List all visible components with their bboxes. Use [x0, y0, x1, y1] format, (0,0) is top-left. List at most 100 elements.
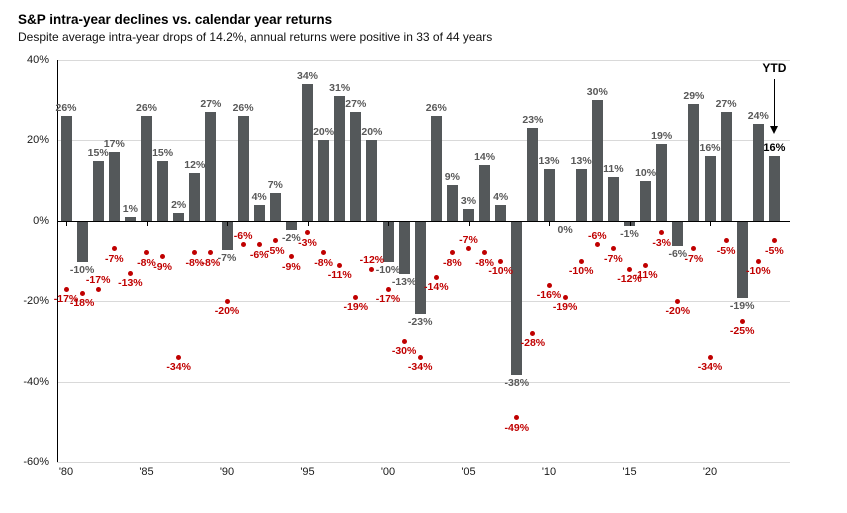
decline-dot-2009 [530, 330, 536, 336]
decline-dot-1989 [208, 250, 214, 256]
bar-label-2022: -19% [729, 300, 755, 313]
x-axis-tick-2010 [549, 221, 550, 226]
y-axis-label: 40% [26, 54, 49, 66]
decline-label-2005: -7% [459, 233, 478, 246]
bar-label-2023: 24% [747, 110, 769, 123]
bar-label-2016: 10% [635, 166, 657, 179]
bar-label-1996: 20% [313, 126, 335, 139]
bar-2022 [736, 221, 748, 299]
bar-1989 [205, 112, 217, 221]
decline-dot-2000 [385, 286, 391, 292]
bar-label-2001: -13% [391, 276, 417, 289]
decline-label-1990: -20% [214, 305, 240, 318]
bar-label-2000: -10% [375, 264, 401, 276]
decline-label-1997: -11% [327, 269, 352, 282]
gridline--60 [57, 462, 790, 463]
decline-dot-2003 [433, 274, 439, 280]
bar-label-2014: 11% [603, 162, 624, 175]
decline-label-1989: -8% [201, 256, 221, 269]
x-axis-tick-2020 [710, 221, 711, 226]
bar-1992 [253, 204, 265, 221]
y-axis-label: -20% [23, 295, 49, 308]
decline-label-1983: -7% [104, 252, 124, 265]
ytd-annotation-label: YTD [762, 61, 787, 75]
decline-label-2022: -25% [729, 325, 755, 338]
decline-dot-1992 [256, 242, 262, 248]
decline-dot-1988 [192, 250, 198, 256]
gridline-40 [57, 60, 790, 61]
bar-2012 [575, 168, 587, 221]
bar-2023 [752, 124, 764, 221]
x-axis-label: '15 [622, 466, 637, 478]
decline-dot-2001 [401, 338, 407, 344]
bar-label-1993: 7% [267, 178, 283, 191]
ytd-arrow-icon [769, 126, 778, 134]
decline-label-1985: -8% [137, 256, 156, 269]
bar-1988 [189, 172, 201, 221]
bar-2024 [768, 156, 780, 221]
bar-label-1999: 20% [361, 126, 383, 139]
decline-label-1986: -9% [153, 260, 172, 273]
bar-1991 [237, 116, 249, 221]
x-axis-tick-1985 [146, 221, 148, 226]
decline-label-1995: -3% [298, 236, 317, 249]
bar-1999 [366, 140, 378, 221]
decline-label-1984: -13% [118, 277, 143, 290]
decline-dot-1986 [160, 254, 166, 260]
bar-label-2017: 19% [651, 130, 673, 143]
y-axis-label: -60% [23, 456, 49, 468]
bar-2002 [414, 221, 426, 315]
decline-label-2000: -17% [375, 293, 401, 306]
x-axis-label: '80 [58, 466, 74, 478]
x-axis-tick-1980 [66, 221, 67, 226]
decline-label-2023: -10% [746, 265, 771, 277]
decline-label-2013: -6% [587, 229, 607, 242]
bar-label-2007: 4% [493, 190, 509, 203]
bar-label-1994: -2% [282, 231, 301, 244]
bar-1996 [318, 140, 330, 221]
bar-1997 [334, 96, 346, 221]
x-axis-label: '05 [461, 466, 476, 478]
decline-label-2004: -8% [443, 256, 462, 269]
bar-label-1998: 27% [345, 98, 367, 111]
bar-2020 [704, 156, 716, 221]
decline-label-1980: -17% [53, 293, 79, 306]
decline-dot-1997 [337, 262, 343, 268]
bar-label-1987: 2% [171, 198, 187, 211]
decline-label-2009: -28% [520, 337, 546, 350]
decline-label-2015: -12% [617, 273, 642, 286]
bar-label-1982: 15% [87, 146, 109, 159]
decline-dot-2021 [723, 238, 729, 244]
bar-2005 [463, 208, 474, 221]
x-axis-tick-2005 [468, 221, 470, 226]
bar-1990 [221, 221, 233, 250]
bar-2007 [495, 204, 507, 221]
bar-2004 [446, 184, 458, 221]
bar-label-2002: -23% [407, 316, 433, 329]
bar-label-1989: 27% [200, 98, 222, 111]
decline-label-2016: -11% [633, 269, 658, 282]
decline-label-1987: -34% [166, 361, 191, 374]
bar-2009 [527, 128, 539, 221]
decline-label-2019: -7% [684, 252, 704, 265]
bar-label-1991: 26% [232, 102, 254, 115]
decline-dot-2023 [755, 258, 761, 264]
x-axis-zero-line [57, 220, 790, 222]
ytd-arrow-line [773, 79, 776, 126]
decline-dot-2004 [449, 250, 455, 256]
decline-dot-1995 [305, 230, 310, 236]
x-axis-label: '20 [702, 466, 718, 478]
bar-label-1983: 17% [103, 138, 125, 151]
decline-label-2014: -7% [604, 252, 623, 265]
decline-label-1988: -8% [185, 256, 205, 269]
bar-1987 [173, 212, 185, 221]
decline-dot-2011 [562, 294, 568, 300]
x-axis-label: '90 [219, 466, 235, 478]
bar-label-1992: 4% [251, 190, 267, 203]
y-axis-label: 20% [26, 134, 49, 147]
decline-label-1994: -9% [282, 260, 301, 273]
decline-dot-2024 [771, 238, 777, 244]
decline-label-1996: -8% [314, 256, 333, 269]
bar-label-2018: -6% [668, 247, 688, 260]
